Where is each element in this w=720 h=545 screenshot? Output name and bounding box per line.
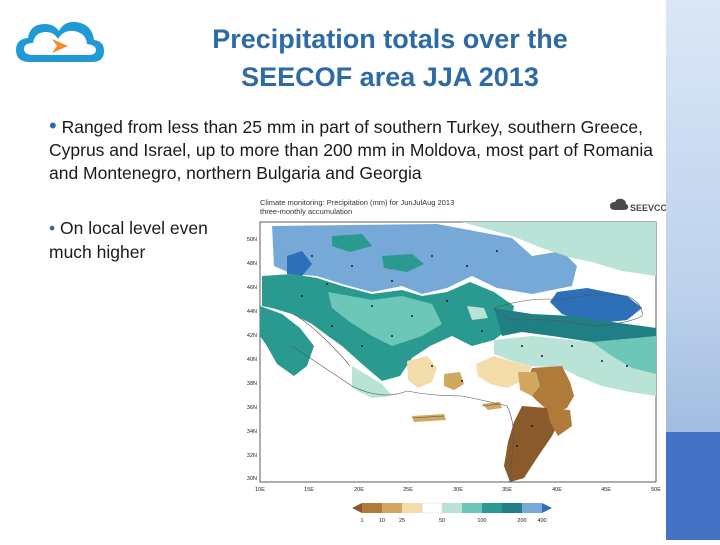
lat-label: 30N xyxy=(247,476,257,482)
legend-swatch xyxy=(352,503,362,513)
legend-label: 400 xyxy=(537,518,546,524)
lat-label: 48N xyxy=(247,261,257,267)
lon-label: 40E xyxy=(552,487,562,493)
lon-label: 15E xyxy=(304,487,314,493)
legend-swatch xyxy=(522,503,542,513)
bullet-marker: • xyxy=(49,113,57,138)
bullet-item-local: • On local level even much higher xyxy=(49,216,234,264)
lon-label: 35E xyxy=(502,487,512,493)
bullet-marker: • xyxy=(49,218,56,238)
slide-title: Precipitation totals over the SEECOF are… xyxy=(120,20,660,96)
lat-label: 34N xyxy=(247,429,257,435)
legend-label: 10 xyxy=(379,518,385,524)
lat-label: 40N xyxy=(247,357,257,363)
decorative-side-bar xyxy=(666,0,720,540)
lat-label: 38N xyxy=(247,381,257,387)
lat-label: 46N xyxy=(247,285,257,291)
legend-swatch xyxy=(462,503,482,513)
station-dots xyxy=(301,250,628,447)
legend-label: 200 xyxy=(517,518,526,524)
decorative-side-bar-accent xyxy=(666,432,720,540)
legend-label: 25 xyxy=(399,518,405,524)
lat-label: 36N xyxy=(247,405,257,411)
longitude-labels: 10E 15E 20E 25E 30E 35E 40E 45E 50E xyxy=(255,487,661,493)
lat-label: 32N xyxy=(247,453,257,459)
legend-swatch xyxy=(402,503,422,513)
legend-label: 1 xyxy=(360,518,363,524)
legend-swatch xyxy=(362,503,382,513)
map-title: Climate monitoring: Precipitation (mm) f… xyxy=(260,198,454,207)
title-line-2: SEECOF area JJA 2013 xyxy=(241,62,539,92)
lon-label: 10E xyxy=(255,487,265,493)
title-line-1: Precipitation totals over the xyxy=(212,24,568,54)
legend-swatch xyxy=(482,503,502,513)
legend-colorbar: 1 10 25 50 100 200 400 xyxy=(352,502,552,524)
legend-swatch xyxy=(382,503,402,513)
legend-swatch xyxy=(421,502,443,514)
latitude-labels: 50N 48N 46N 44N 42N 40N 38N 36N 34N 32N … xyxy=(247,237,257,482)
lon-label: 30E xyxy=(453,487,463,493)
cloud-arrow-icon xyxy=(12,12,108,72)
bullet-text: On local level even much higher xyxy=(49,218,208,262)
lon-label: 20E xyxy=(354,487,364,493)
legend-label: 50 xyxy=(439,518,445,524)
bullet-text: Ranged from less than 25 mm in part of s… xyxy=(49,117,654,183)
lat-label: 44N xyxy=(247,309,257,315)
coastlines xyxy=(291,294,643,483)
legend-label: 100 xyxy=(477,518,486,524)
map-logo-text: SEEVCCC xyxy=(630,203,666,213)
bullet-item-range: • Ranged from less than 25 mm in part of… xyxy=(49,114,669,185)
legend-swatch xyxy=(542,503,552,513)
map-subtitle: three-monthly accumulation xyxy=(260,207,352,216)
seevccc-logo: SEEVCCC xyxy=(610,198,674,213)
lat-label: 50N xyxy=(247,237,257,243)
lon-label: 25E xyxy=(403,487,413,493)
lat-label: 42N xyxy=(247,333,257,339)
precipitation-map: Climate monitoring: Precipitation (mm) f… xyxy=(232,196,674,540)
lon-label: 50E xyxy=(651,487,661,493)
legend-swatch xyxy=(442,503,462,513)
precipitation-shading xyxy=(260,222,656,482)
lon-label: 45E xyxy=(601,487,611,493)
legend-swatch xyxy=(502,503,522,513)
